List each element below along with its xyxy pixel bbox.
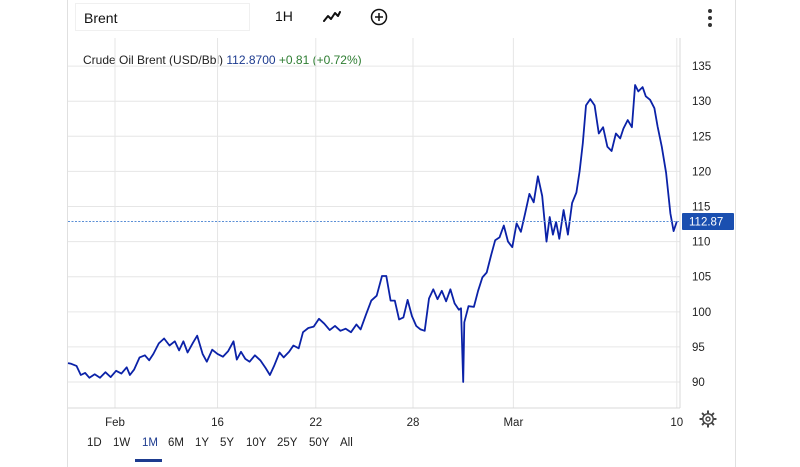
y-tick-label: 120 bbox=[692, 166, 711, 178]
x-tick-label: Feb bbox=[105, 417, 125, 429]
active-range-indicator bbox=[135, 459, 162, 462]
line-chart-icon[interactable] bbox=[321, 6, 343, 28]
y-tick-label: 135 bbox=[692, 61, 711, 73]
y-tick-label: 125 bbox=[692, 131, 711, 143]
symbol-input[interactable]: Brent bbox=[75, 3, 250, 31]
chart-legend: Crude Oil Brent (USD/Bbl) 112.8700 +0.81… bbox=[83, 53, 362, 67]
y-tick-label: 115 bbox=[692, 202, 710, 214]
legend-change: +0.81 (+0.72%) bbox=[278, 53, 362, 67]
range-button-all[interactable]: All bbox=[340, 437, 353, 449]
x-tick-label: 10 bbox=[670, 417, 683, 429]
chart-frame bbox=[67, 0, 736, 467]
y-tick-label: 105 bbox=[692, 272, 711, 284]
range-button-10y[interactable]: 10Y bbox=[246, 437, 267, 449]
y-tick-label: 110 bbox=[692, 237, 710, 249]
last-price-badge: 112.87 bbox=[682, 212, 734, 230]
range-button-1d[interactable]: 1D bbox=[87, 437, 102, 449]
grid-lines bbox=[68, 38, 680, 408]
x-tick-label: 22 bbox=[309, 417, 322, 429]
more-options-icon[interactable] bbox=[703, 8, 717, 28]
x-axis: Feb 16 22 28 Mar 10 bbox=[68, 407, 683, 429]
range-button-1m[interactable]: 1M bbox=[142, 437, 158, 449]
gear-icon[interactable] bbox=[699, 410, 717, 428]
last-price-label: 112.87 bbox=[689, 216, 723, 228]
x-tick-label: Mar bbox=[503, 417, 523, 429]
y-tick-label: 100 bbox=[692, 307, 711, 319]
range-button-5y[interactable]: 5Y bbox=[220, 437, 235, 449]
chart-toolbar: Brent 1H bbox=[67, 0, 736, 36]
range-button-1w[interactable]: 1W bbox=[113, 437, 131, 449]
y-tick-label: 130 bbox=[692, 96, 711, 108]
range-button-25y[interactable]: 25Y bbox=[277, 437, 298, 449]
range-button-50y[interactable]: 50Y bbox=[309, 437, 330, 449]
range-button-1y[interactable]: 1Y bbox=[195, 437, 210, 449]
y-axis: 90 95 100 105 110 115 120 125 130 135 bbox=[679, 38, 711, 408]
interval-button[interactable]: 1H bbox=[275, 8, 293, 24]
x-tick-label: 16 bbox=[211, 417, 224, 429]
legend-instrument-name: Crude Oil Brent (USD/Bbl) bbox=[83, 53, 224, 67]
add-indicator-icon[interactable] bbox=[368, 6, 390, 28]
price-series-line bbox=[67, 84, 678, 383]
y-tick-label: 90 bbox=[692, 377, 705, 389]
range-button-6m[interactable]: 6M bbox=[168, 437, 184, 449]
x-tick-label: 28 bbox=[407, 417, 420, 429]
y-tick-label: 95 bbox=[692, 342, 705, 354]
legend-price: 112.8700 bbox=[226, 53, 276, 67]
